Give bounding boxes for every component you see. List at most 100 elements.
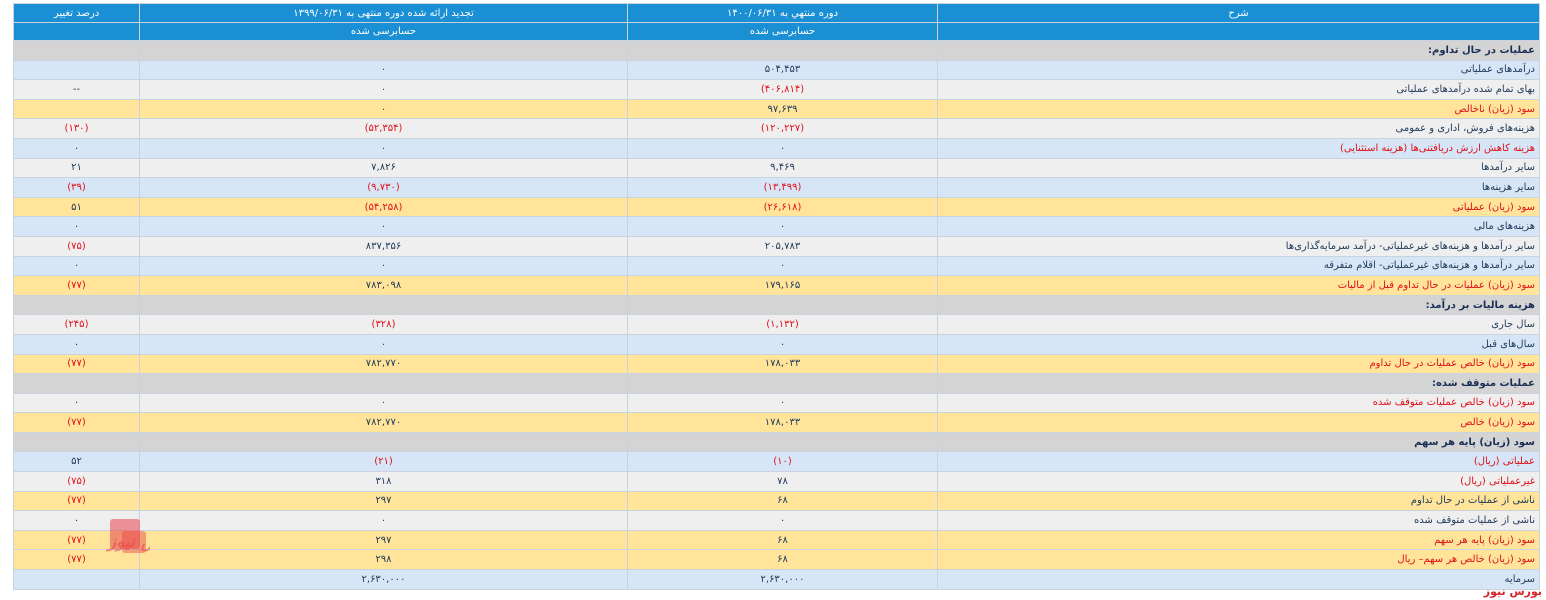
row-previous-value: ۲,۶۳۰,۰۰۰ (139, 569, 628, 590)
income-statement-table: شرح دوره منتهي به ۱۴۰۰/۰۶/۳۱ تجدید ارائه… (13, 3, 1540, 590)
row-description: سود (زیان) خالص عملیات متوقف شده (937, 392, 1540, 414)
row-change-percent: (۷۷) (13, 529, 140, 551)
row-description: سود (زیان) عملیات در حال تداوم قبل از ما… (937, 275, 1540, 296)
row-change-percent (13, 40, 140, 61)
row-previous-value: ۰ (139, 392, 628, 414)
row-current-value: (۱۲۰,۲۲۷) (627, 118, 938, 139)
table-row: عملیاتی (ریال) (۱۰) (۲۱) ۵۲ (13, 451, 1540, 473)
table-row: درآمدهای عملیاتی ۵۰۴,۴۵۳ ۰ (13, 59, 1540, 81)
row-previous-value: (۹,۷۳۰) (139, 177, 628, 198)
row-previous-value: ۲۹۷ (139, 529, 628, 551)
row-previous-value (139, 294, 628, 316)
header-audit-previous: حسابرسی شده (139, 22, 628, 41)
row-current-value (627, 373, 938, 394)
row-change-percent: (۳۹) (13, 177, 140, 198)
row-description: سایر درآمدها و هزینه‌های غیرعملیاتی- اقل… (937, 255, 1540, 277)
row-current-value: ۶۸ (627, 549, 938, 571)
row-current-value: ۶۸ (627, 490, 938, 512)
row-change-percent (13, 59, 140, 81)
row-change-percent: (۷۵) (13, 471, 140, 492)
row-previous-value: ۲۹۸ (139, 549, 628, 571)
row-description: عملیاتی (ریال) (937, 451, 1540, 473)
section-row: هزینه مالیات بر درآمد: (13, 294, 1540, 316)
row-change-percent: (۷۷) (13, 275, 140, 296)
row-description: غیرعملیاتی (ریال) (937, 471, 1540, 492)
row-change-percent: ۰ (13, 137, 140, 159)
row-description: سود (زیان) خالص عملیات در حال تداوم (937, 353, 1540, 375)
table-row: سایر درآمدها ۹,۴۶۹ ۷,۸۲۶ ۲۱ (13, 157, 1540, 179)
row-current-value: ۹,۴۶۹ (627, 157, 938, 179)
row-previous-value: ۰ (139, 59, 628, 81)
row-description: سایر هزینه‌ها (937, 177, 1540, 198)
row-current-value: ۱۷۸,۰۳۳ (627, 412, 938, 433)
row-change-percent: -- (13, 79, 140, 100)
brand-footer: بورس نیوز (1483, 585, 1542, 598)
row-previous-value: (۵۴,۲۵۸) (139, 196, 628, 218)
row-previous-value (139, 431, 628, 453)
row-change-percent: (۷۷) (13, 490, 140, 512)
row-description: سود (زیان) عملیاتی (937, 196, 1540, 218)
row-change-percent: ۰ (13, 333, 140, 355)
row-current-value: ۶۸ (627, 529, 938, 551)
row-current-value: (۱,۱۳۲) (627, 314, 938, 335)
row-change-percent: (۷۷) (13, 412, 140, 433)
row-description: ناشی از عملیات متوقف شده (937, 510, 1540, 531)
row-previous-value: ۰ (139, 216, 628, 237)
financial-statement: شرح دوره منتهي به ۱۴۰۰/۰۶/۳۱ تجدید ارائه… (13, 3, 1540, 590)
row-description: هزینه کاهش ارزش دریافتنی‌ها (هزینه استثن… (937, 137, 1540, 159)
table-row: هزینه کاهش ارزش دریافتنی‌ها (هزینه استثن… (13, 137, 1540, 159)
header-audit-current: حسابرسی شده (627, 22, 938, 41)
row-description: سایر درآمدها و هزینه‌های غیرعملیاتی- درآ… (937, 235, 1540, 257)
row-current-value: ۰ (627, 255, 938, 277)
row-description: سود (زیان) پایه هر سهم (937, 431, 1540, 453)
header-change-percent: درصد تغییر (13, 3, 140, 23)
row-current-value: (۲۶,۶۱۸) (627, 196, 938, 218)
row-description: سود (زیان) خالص (937, 412, 1540, 433)
row-description: هزینه مالیات بر درآمد: (937, 294, 1540, 316)
table-row: ناشی از عملیات متوقف شده ۰ ۰ ۰ (13, 510, 1540, 531)
table-row: بهای تمام شده درآمدهای عملیاتی (۴۰۶,۸۱۴) ۰… (13, 79, 1540, 100)
table-row: سود (زیان) پایه هر سهم ۶۸ ۲۹۷ (۷۷) (13, 529, 1540, 551)
row-current-value (627, 294, 938, 316)
row-change-percent: (۲۴۵) (13, 314, 140, 335)
row-previous-value: ۰ (139, 137, 628, 159)
table-row: سال‌های قبل ۰ ۰ ۰ (13, 333, 1540, 355)
row-current-value: ۰ (627, 333, 938, 355)
row-change-percent (13, 294, 140, 316)
row-change-percent: (۷۷) (13, 353, 140, 375)
table-row: سایر درآمدها و هزینه‌های غیرعملیاتی- اقل… (13, 255, 1540, 277)
row-description: سود (زیان) خالص هر سهم– ریال (937, 549, 1540, 571)
table-row: سایر هزینه‌ها (۱۳,۴۹۹) (۹,۷۳۰) (۳۹) (13, 177, 1540, 198)
bourse-news-logo-icon: بورس نیوز (105, 519, 150, 553)
table-row: هزینه‌های فروش، اداری و عمومی (۱۲۰,۲۲۷) (۵… (13, 118, 1540, 139)
row-previous-value (139, 373, 628, 394)
row-previous-value: ۸۳۷,۳۵۶ (139, 235, 628, 257)
table-body: عملیات در حال تداوم: درآمدهای عملیاتی ۵۰۴,… (13, 40, 1540, 590)
table-row: سال جاری (۱,۱۳۲) (۳۲۸) (۲۴۵) (13, 314, 1540, 335)
row-previous-value: ۰ (139, 510, 628, 531)
header-current-period: دوره منتهي به ۱۴۰۰/۰۶/۳۱ (627, 3, 938, 23)
row-description: عملیات در حال تداوم: (937, 40, 1540, 61)
row-previous-value: ۳۱۸ (139, 471, 628, 492)
header-audit-row: حسابرسی شده حسابرسی شده (13, 22, 1540, 41)
row-description: بهای تمام شده درآمدهای عملیاتی (937, 79, 1540, 100)
header-audit-change-empty (13, 22, 140, 41)
row-previous-value: ۰ (139, 79, 628, 100)
row-current-value (627, 431, 938, 453)
row-description: سال جاری (937, 314, 1540, 335)
table-row: هزینه‌های مالی ۰ ۰ ۰ (13, 216, 1540, 237)
row-previous-value: (۳۲۸) (139, 314, 628, 335)
row-current-value: (۴۰۶,۸۱۴) (627, 79, 938, 100)
row-current-value (627, 40, 938, 61)
row-change-percent: ۵۲ (13, 451, 140, 473)
header-previous-period: تجدید ارائه شده دوره منتهی به ۱۳۹۹/۰۶/۳۱ (139, 3, 628, 23)
row-change-percent: ۰ (13, 216, 140, 237)
row-current-value: ۱۷۸,۰۳۳ (627, 353, 938, 375)
table-row: سرمایه ۲,۶۳۰,۰۰۰ ۲,۶۳۰,۰۰۰ (13, 569, 1540, 590)
row-previous-value: ۷۸۳,۰۹۸ (139, 275, 628, 296)
header-row: شرح دوره منتهي به ۱۴۰۰/۰۶/۳۱ تجدید ارائه… (13, 3, 1540, 23)
row-current-value: ۰ (627, 216, 938, 237)
row-previous-value: ۷۸۲,۷۷۰ (139, 412, 628, 433)
row-previous-value (139, 40, 628, 61)
row-current-value: ۰ (627, 137, 938, 159)
